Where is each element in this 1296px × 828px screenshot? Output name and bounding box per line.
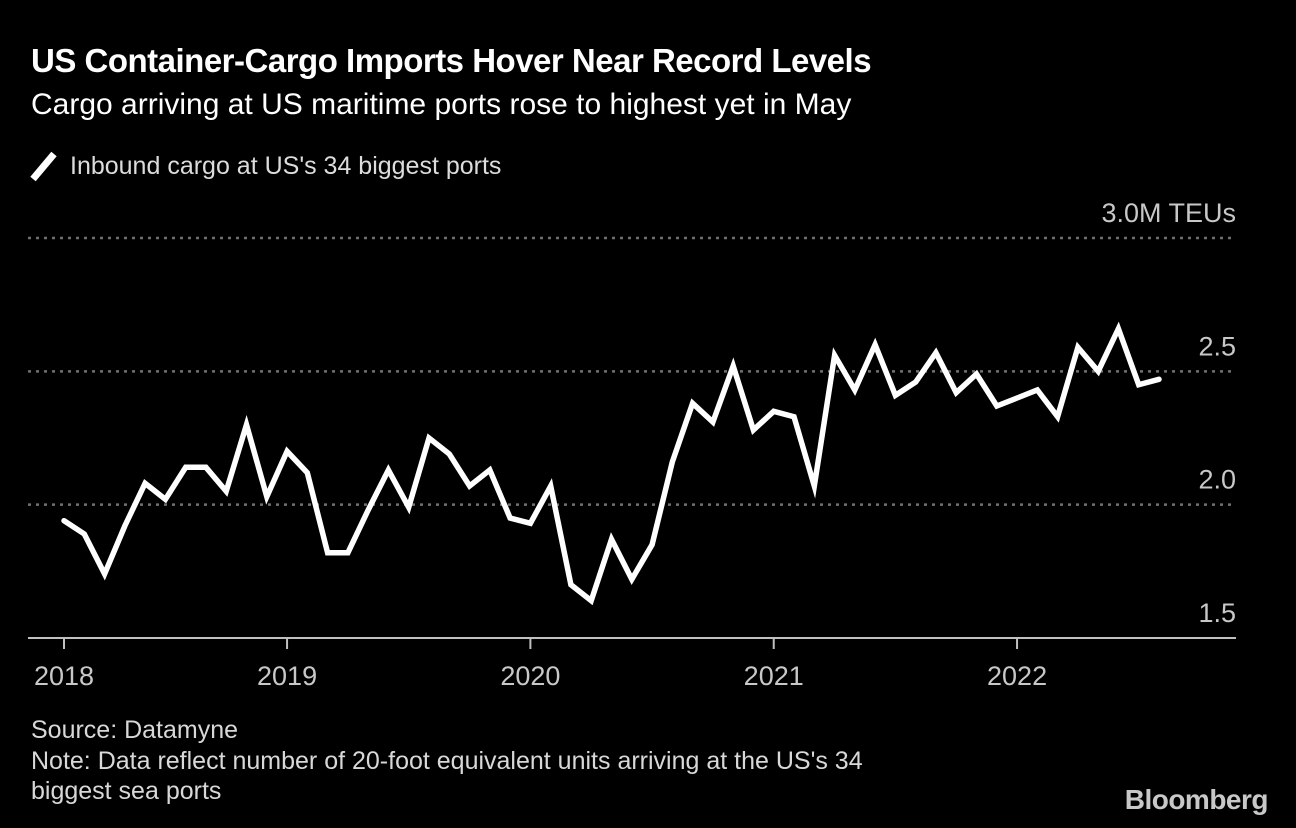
source-line: Source: Datamyne <box>31 716 239 744</box>
note-line-2: biggest sea ports <box>31 777 222 805</box>
note-line-1: Note: Data reflect number of 20-foot equ… <box>31 747 863 775</box>
y-axis-label: 1.5 <box>1198 598 1236 628</box>
chart-title: US Container-Cargo Imports Hover Near Re… <box>31 42 872 79</box>
legend-line-icon <box>30 151 57 182</box>
y-axis-label: 2.0 <box>1198 465 1236 495</box>
bloomberg-logo: Bloomberg <box>1124 784 1269 815</box>
x-axis-label: 2018 <box>34 661 94 691</box>
chart-subtitle: Cargo arriving at US maritime ports rose… <box>31 88 852 121</box>
legend: Inbound cargo at US's 34 biggest ports <box>30 151 501 182</box>
data-line <box>61 321 1162 606</box>
legend-label: Inbound cargo at US's 34 biggest ports <box>70 152 502 180</box>
y-axis-label: 3.0M TEUs <box>1101 198 1236 228</box>
x-axis-label: 2019 <box>257 661 317 691</box>
x-axis-label: 2020 <box>500 661 560 691</box>
x-axis-label: 2022 <box>987 661 1047 691</box>
x-axis-label: 2021 <box>744 661 804 691</box>
y-axis-label: 2.5 <box>1198 331 1236 361</box>
line-chart: 3.0M TEUs 2.5 2.0 1.5 2018 2019 2020 2021 2022 <box>28 198 1236 691</box>
